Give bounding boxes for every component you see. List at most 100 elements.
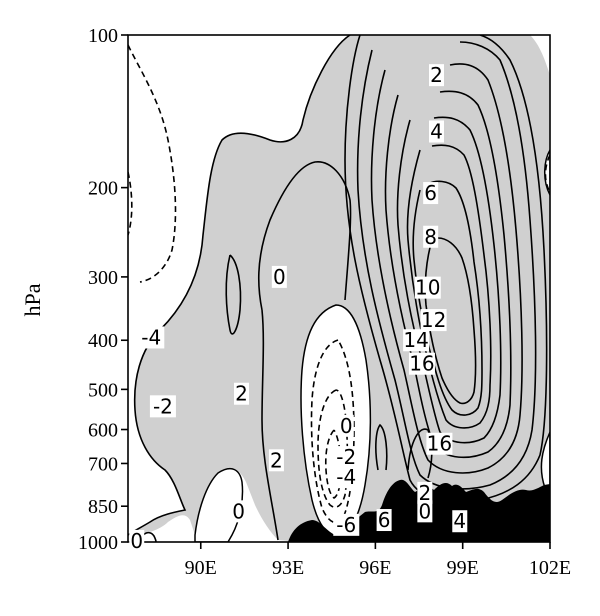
- contour-label: 0: [231, 499, 247, 523]
- contour-label-text: 16: [409, 352, 434, 376]
- contour-label-text: -6: [336, 513, 356, 537]
- contour-label: 6: [376, 508, 392, 532]
- contour-label-background: [376, 509, 392, 532]
- contour-label-text: 0: [273, 265, 286, 289]
- contour-label-text: 2: [270, 448, 283, 472]
- contour-label-background: [333, 466, 360, 489]
- contour-label-text: 16: [427, 432, 452, 456]
- contour-label-text: -2: [153, 394, 173, 418]
- contour-label-text: -2: [336, 445, 356, 469]
- contour-8: [384, 90, 512, 459]
- contour-label-text: 0: [340, 414, 353, 438]
- contour-label-background: [428, 64, 444, 87]
- contour-label: 2: [268, 448, 284, 472]
- contour-label-background: [138, 326, 165, 349]
- contour-label-background: [234, 382, 250, 405]
- contour-label: 14: [403, 328, 430, 352]
- contour-label-background: [129, 529, 145, 552]
- y-axis: 100 200 300 400 500 600 700 850 1000: [78, 25, 128, 554]
- contour-label-background: [403, 329, 430, 352]
- contour-label: 2: [234, 382, 250, 406]
- contour-label-text: 10: [415, 276, 440, 300]
- contour-0-base: [407, 428, 433, 479]
- contour-label: 0: [271, 265, 287, 289]
- contour-label-text: 0: [232, 499, 245, 523]
- contour-label: 4: [428, 119, 444, 143]
- contour-12: [406, 144, 492, 429]
- contour-2-inner: [261, 309, 279, 541]
- contour-0-main: [128, 35, 351, 536]
- contour-label: 0: [417, 499, 433, 523]
- x-axis: 90E 93E 96E 99E 102E: [185, 542, 571, 579]
- y-tick-label: 600: [88, 420, 118, 442]
- contour-neg-4-left: [128, 171, 133, 236]
- contour-label-background: [420, 309, 447, 332]
- y-tick-label: 300: [88, 267, 118, 289]
- contour-label-background: [333, 513, 360, 536]
- contour-6-base: [375, 423, 388, 471]
- contour-6: [370, 63, 523, 474]
- contour-label-text: 12: [421, 308, 446, 332]
- x-tick-label: 102E: [529, 557, 571, 579]
- x-tick-label: 90E: [185, 557, 217, 579]
- contour-label-background: [452, 510, 468, 533]
- contour-label-text: 0: [418, 499, 431, 523]
- contour-label-background: [338, 414, 354, 437]
- contour-label-text: 6: [424, 181, 437, 205]
- contour-label-background: [417, 481, 433, 504]
- contour-label-background: [271, 265, 287, 288]
- y-tick-label: 850: [88, 496, 118, 518]
- y-tick-label: 500: [88, 379, 118, 401]
- contour-4: [356, 41, 537, 490]
- plot-frame: [127, 34, 551, 543]
- y-tick-label: 200: [88, 178, 118, 200]
- contour-10: [396, 116, 502, 444]
- contour-neg-right: [544, 154, 550, 193]
- contour-neg-2-left: [128, 44, 177, 283]
- contour-label: -4: [333, 465, 360, 489]
- contour-label-text: 2: [418, 481, 431, 505]
- x-tick-label: 93E: [272, 557, 304, 579]
- contour-label-text: 2: [235, 382, 248, 406]
- contour-16: [424, 237, 477, 405]
- contour-label: -6: [333, 513, 360, 537]
- contour-label-background: [414, 276, 441, 299]
- contour-2-isle: [225, 254, 242, 335]
- contour-label-background: [408, 352, 435, 375]
- contour-label: 2: [417, 481, 433, 505]
- contour-label-background: [231, 500, 247, 523]
- contour-label-background: [149, 395, 176, 418]
- contour-label-text: -4: [141, 325, 161, 349]
- contour-label: 16: [408, 352, 435, 376]
- contour-label: 4: [452, 509, 468, 533]
- contour-label-text: 4: [453, 509, 466, 533]
- contour-label-text: 6: [378, 508, 391, 532]
- contour-label: 16: [426, 432, 453, 456]
- x-tick-label: 96E: [359, 557, 391, 579]
- contour-label: 8: [423, 225, 439, 249]
- contour-label: 2: [428, 63, 444, 87]
- y-tick-label: 1000: [78, 532, 118, 554]
- y-tick-label: 100: [88, 25, 118, 47]
- contour-label-background: [333, 446, 360, 469]
- contour-label-background: [423, 182, 439, 205]
- contour-label-text: 14: [403, 328, 428, 352]
- contour-label-text: -4: [336, 465, 356, 489]
- y-tick-label: 700: [88, 453, 118, 475]
- contour-label-text: 2: [430, 63, 443, 87]
- contour-label-text: 4: [430, 119, 443, 143]
- contour-label: 0: [129, 529, 145, 553]
- contour-label-background: [268, 449, 284, 472]
- contour-label-background: [428, 120, 444, 143]
- contour-label: -2: [149, 394, 176, 418]
- contour-label-background: [417, 500, 433, 523]
- contour-label: -4: [138, 325, 165, 349]
- contour-label: 6: [423, 181, 439, 205]
- y-tick-label: 400: [88, 330, 118, 352]
- x-tick-label: 99E: [447, 557, 479, 579]
- contour-label: 0: [338, 414, 354, 438]
- y-axis-title: hPa: [20, 283, 45, 316]
- contour-label-text: 0: [130, 529, 143, 553]
